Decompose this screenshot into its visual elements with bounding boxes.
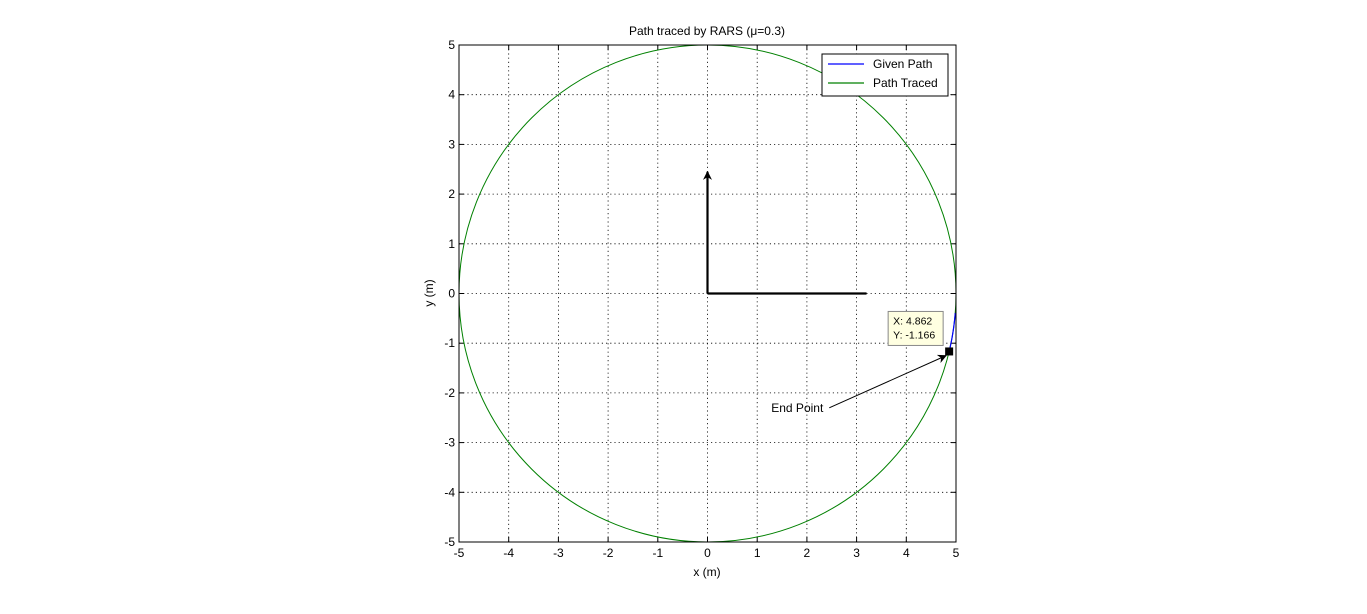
x-tick-label: -5 — [454, 546, 465, 560]
y-tick-label: 4 — [448, 88, 455, 102]
plot-frame — [458, 44, 957, 543]
y-tick-label: -5 — [444, 535, 455, 549]
y-tick-label: -1 — [444, 336, 455, 350]
end-point-label: End Point — [771, 401, 824, 415]
ticks: -5 -4 -3 -2 -1 0 1 2 3 4 5 -5 -4 -3 -2 -1 0 1 2 3 4 5 — [444, 38, 959, 560]
legend-box — [821, 53, 949, 97]
datatip-box — [887, 310, 944, 346]
legend-entry: Path Traced — [873, 76, 938, 90]
series-given-path-line — [948, 312, 956, 352]
x-tick-label: 2 — [804, 546, 811, 560]
y-tick-label: 2 — [448, 187, 455, 201]
datatip-marker — [945, 347, 954, 356]
x-tick-label: -4 — [503, 546, 514, 560]
x-axis-label: x (m) — [693, 565, 720, 579]
x-tick-label: 5 — [953, 546, 960, 560]
arrows — [703, 170, 867, 295]
annotations: End Point X: 4.862 Y: -1.166 — [771, 310, 954, 415]
y-tick-label: -2 — [444, 386, 455, 400]
end-point-arrow — [829, 354, 947, 409]
legend: Given Path Path Traced — [821, 53, 949, 97]
y-tick-label: 5 — [448, 38, 455, 52]
x-tick-label: -1 — [652, 546, 663, 560]
y-axis-label: y (m) — [422, 279, 436, 306]
y-tick-label: 3 — [448, 137, 455, 151]
x-tick-label: 3 — [853, 546, 860, 560]
legend-entry: Given Path — [873, 57, 932, 71]
datatip-x-value: X: 4.862 — [893, 315, 932, 327]
y-tick-label: -4 — [444, 485, 455, 499]
x-tick-label: 1 — [754, 546, 761, 560]
y-tick-label: 0 — [448, 287, 455, 301]
datatip-y-value: Y: -1.166 — [893, 329, 935, 341]
y-tick-label: 1 — [448, 237, 455, 251]
x-tick-label: 4 — [903, 546, 910, 560]
x-tick-label: -3 — [553, 546, 564, 560]
y-tick-label: -3 — [444, 436, 455, 450]
x-tick-label: -2 — [603, 546, 614, 560]
chart-title: Path traced by RARS (μ=0.3) — [629, 24, 785, 38]
x-tick-label: 0 — [704, 546, 711, 560]
